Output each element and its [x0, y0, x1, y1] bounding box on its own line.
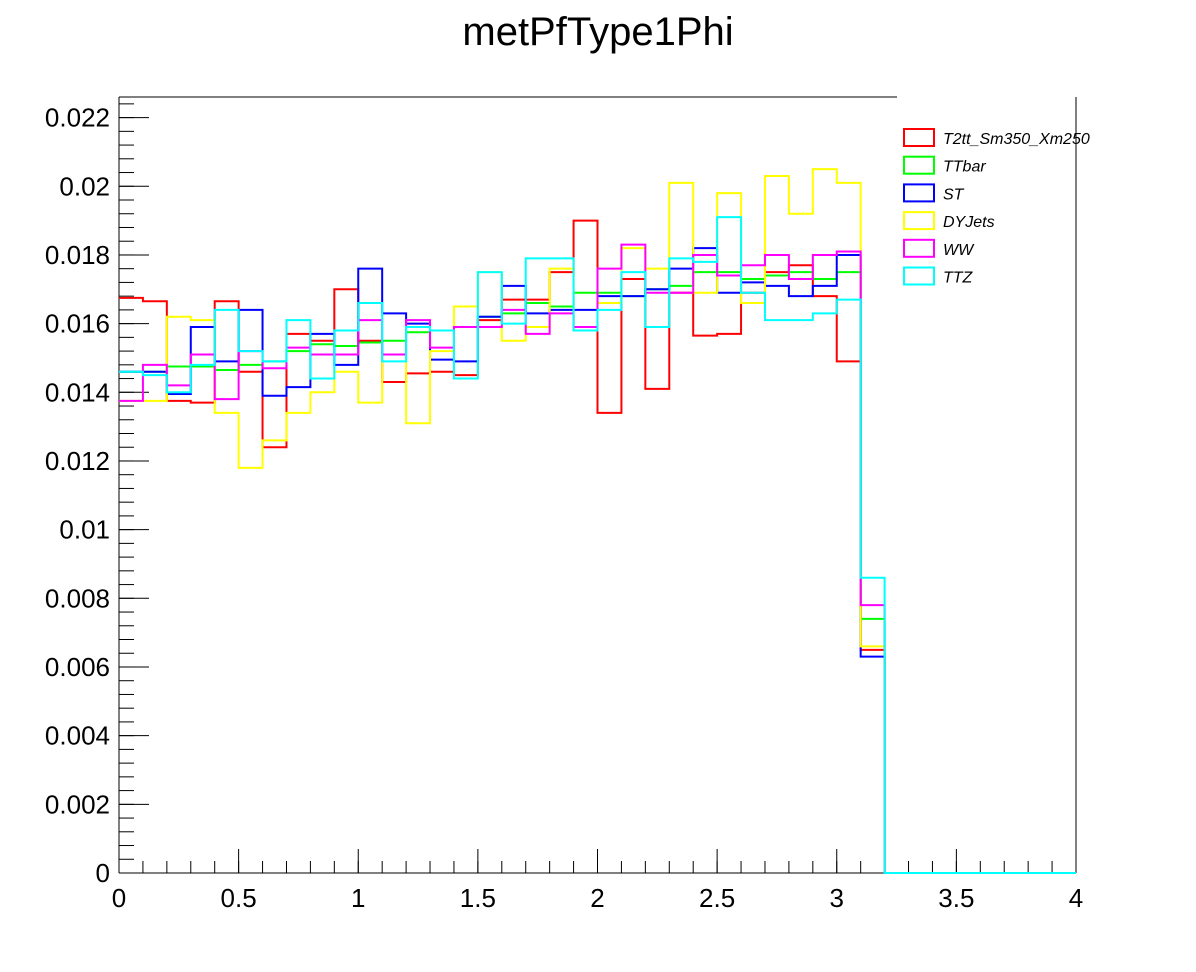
x-tick-label: 0.5	[221, 883, 257, 913]
x-tick-label: 4	[1069, 883, 1083, 913]
x-tick-label: 0	[112, 883, 126, 913]
legend-swatch	[903, 211, 935, 231]
legend: T2tt_Sm350_Xm250 TTbar ST DYJets WW TTZ	[903, 128, 1090, 287]
series-line-t2tt-sm350-xm250	[119, 219, 1076, 874]
y-tick-label: 0.018	[45, 240, 110, 270]
y-tick-label: 0.01	[59, 515, 110, 545]
legend-swatch	[903, 183, 935, 203]
legend-label: TTZ	[943, 270, 974, 287]
legend-swatch	[903, 155, 935, 175]
x-tick-label: 2.5	[699, 883, 735, 913]
legend-label: WW	[943, 242, 975, 259]
chart-title: metPfType1Phi	[462, 10, 733, 54]
legend-label: DYJets	[943, 214, 995, 231]
y-tick-label: 0	[96, 858, 110, 888]
x-tick-label: 1.5	[460, 883, 496, 913]
y-tick-label: 0.008	[45, 583, 110, 613]
legend-label: ST	[943, 186, 965, 203]
x-tick-label: 3.5	[938, 883, 974, 913]
y-tick-label: 0.002	[45, 789, 110, 819]
legend-swatch	[903, 266, 935, 286]
legend-swatch	[903, 128, 935, 147]
legend-label: TTbar	[943, 159, 986, 176]
series-line-ttz	[119, 216, 1076, 874]
legend-swatch	[903, 238, 935, 258]
y-tick-label: 0.016	[45, 309, 110, 339]
axes: 0 0.5 1 1.5 2 2.5 3 3.5 4 0 0.002 0.004 0.006 0.008 0.…	[45, 96, 1083, 913]
y-tick-label: 0.014	[45, 377, 110, 407]
y-tick-label: 0.02	[59, 171, 110, 201]
y-tick-label: 0.012	[45, 446, 110, 476]
series-line-dyjets	[119, 168, 1076, 874]
x-tick-label: 3	[830, 883, 844, 913]
plot-frame	[119, 97, 1076, 873]
y-tick-label: 0.006	[45, 652, 110, 682]
y-tick-label: 0.004	[45, 721, 110, 751]
legend-label: T2tt_Sm350_Xm250	[943, 131, 1090, 148]
y-tick-label: 0.022	[45, 103, 110, 133]
x-tick-label: 1	[351, 883, 365, 913]
x-tick-label: 2	[590, 883, 604, 913]
series-layer	[119, 168, 1076, 874]
